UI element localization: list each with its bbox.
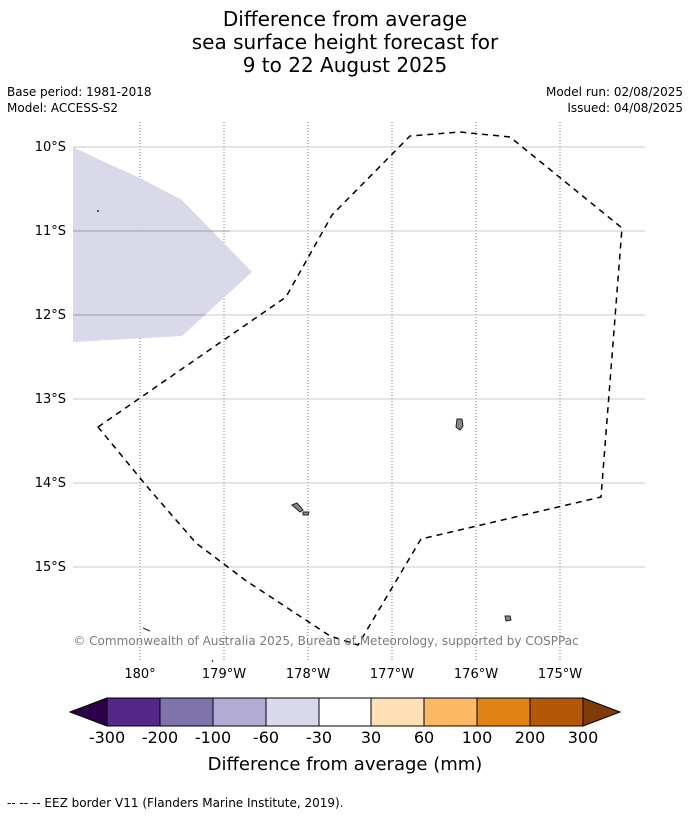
- lat-label: 12°S: [35, 308, 66, 323]
- colorbar-segment: [423, 697, 478, 727]
- island-dot: [97, 210, 99, 212]
- colorbar-tick-label: -30: [306, 728, 332, 747]
- lon-label: 180°: [124, 667, 155, 682]
- colorbar-tick-label: 30: [361, 728, 381, 747]
- colorbar-tick-label: 200: [515, 728, 546, 747]
- colorbar-segment: [318, 697, 372, 727]
- island-shape: [455, 418, 464, 431]
- lon-label: 179°W: [202, 667, 246, 682]
- colorbar-segment: [106, 697, 161, 727]
- model-text: Model: ACCESS-S2: [7, 101, 119, 115]
- lat-label: 15°S: [35, 560, 66, 575]
- latitude-labels: 10°S 11°S 12°S 13°S 14°S 15°S: [35, 140, 66, 575]
- island-shape: [142, 627, 151, 632]
- colorbar-segment: [159, 697, 214, 727]
- island-shape: [504, 615, 512, 622]
- title-line-2: sea surface height forecast for: [191, 30, 499, 54]
- colorbar-tick-label: 100: [462, 728, 493, 747]
- lon-label: 178°W: [286, 667, 330, 682]
- map-figure: 10°S 11°S 12°S 13°S 14°S 15°S 180° 179°W…: [35, 122, 645, 775]
- base-period-text: Base period: 1981-2018: [7, 85, 152, 99]
- island-shape: [291, 502, 304, 513]
- colorbar-tick-label: 300: [568, 728, 599, 747]
- colorbar-tick-label: -100: [195, 728, 231, 747]
- longitude-labels: 180° 179°W 178°W 177°W 176°W 175°W: [124, 667, 582, 682]
- colorbar-title: Difference from average (mm): [208, 754, 483, 775]
- colorbar-tick-label: -200: [142, 728, 178, 747]
- lon-label: 177°W: [370, 667, 414, 682]
- lat-label: 13°S: [35, 392, 66, 407]
- lon-label: 176°W: [454, 667, 498, 682]
- issued-text: Issued: 04/08/2025: [567, 101, 683, 115]
- colorbar-low-extension: [68, 697, 108, 727]
- colorbar-high-extension: [582, 697, 622, 727]
- colorbar-segment: [370, 697, 425, 727]
- model-run-text: Model run: 02/08/2025: [545, 85, 683, 99]
- title-line-1: Difference from average: [222, 7, 468, 31]
- meta-right: Model run: 02/08/2025 Issued: 04/08/2025: [546, 84, 683, 116]
- eez-legend-note: -- -- -- EEZ border V11 (Flanders Marine…: [7, 796, 344, 810]
- colorbar-segment: [529, 697, 584, 727]
- island-shape: [211, 659, 214, 663]
- lat-label: 14°S: [35, 476, 66, 491]
- lat-label: 11°S: [35, 224, 66, 239]
- map-title: Difference from average sea surface heig…: [0, 8, 690, 77]
- sea-level-anomaly-region: [73, 147, 252, 342]
- colorbar-tick-label: -300: [89, 728, 125, 747]
- lon-label: 175°W: [538, 667, 582, 682]
- eez-border: [96, 131, 623, 646]
- colorbar-tick-label: -60: [253, 728, 279, 747]
- colorbar-tick-label: 60: [414, 728, 434, 747]
- colorbar-segment: [265, 697, 320, 727]
- lat-label: 10°S: [35, 140, 66, 155]
- colorbar-segment: [212, 697, 267, 727]
- colorbar: -300 -200 -100 -60 -30 30 60 100 200 300…: [68, 697, 622, 775]
- colorbar-segment: [476, 697, 531, 727]
- island-shape: [302, 511, 310, 516]
- meta-left: Base period: 1981-2018 Model: ACCESS-S2: [7, 84, 152, 116]
- attribution-text: © Commonwealth of Australia 2025, Bureau…: [73, 634, 578, 648]
- title-line-3: 9 to 22 August 2025: [242, 53, 448, 77]
